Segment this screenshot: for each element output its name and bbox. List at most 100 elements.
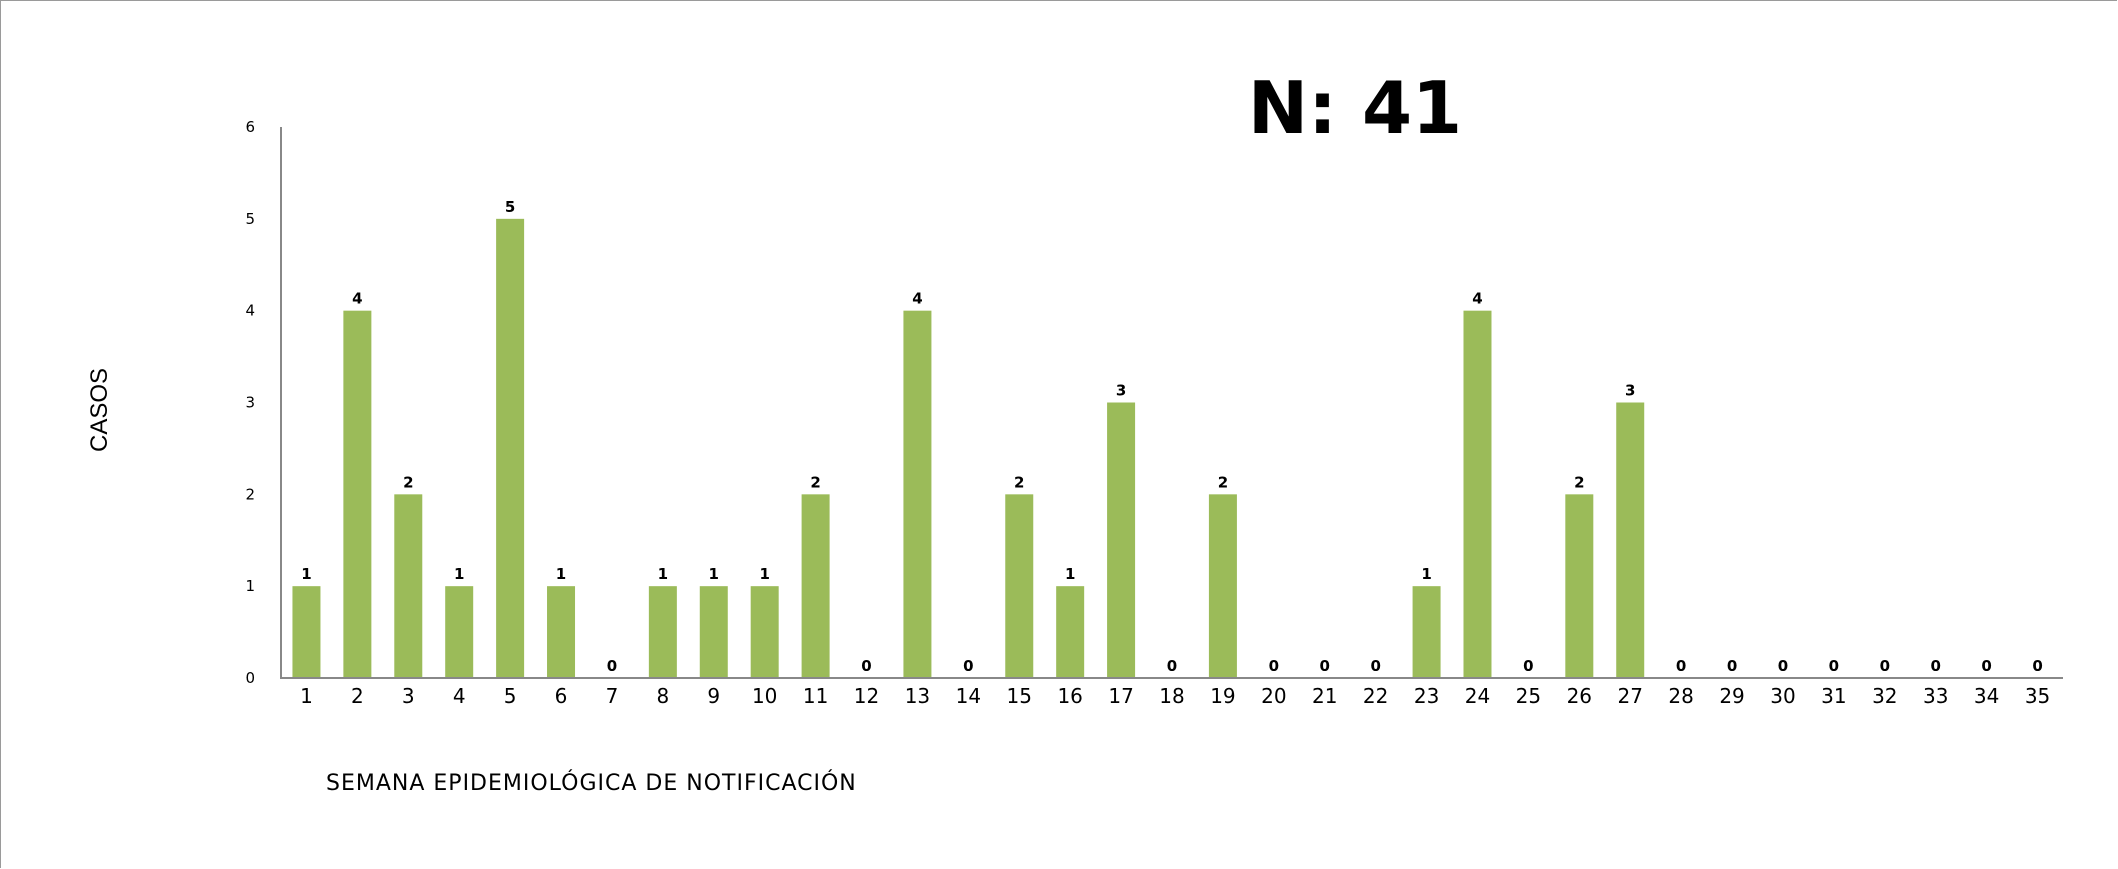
data-label: 1 [1421,565,1431,583]
data-label: 0 [1676,657,1686,675]
data-label: 3 [1116,382,1126,400]
x-tick-label: 19 [1210,684,1235,708]
x-tick-label: 6 [555,684,568,708]
data-label: 5 [505,198,515,216]
bar [496,218,525,679]
x-tick-label: 14 [956,684,981,708]
x-tick-label: 3 [402,684,415,708]
x-tick-label: 9 [707,684,720,708]
x-tick-label: 7 [606,684,619,708]
data-label: 1 [709,565,719,583]
y-tick-label: 1 [245,577,255,595]
data-label: 2 [1218,473,1228,491]
x-tick-label: 31 [1821,684,1846,708]
y-tick-label: 2 [245,485,255,503]
bar [750,586,779,678]
x-tick-label: 4 [453,684,466,708]
data-label: 0 [1829,657,1839,675]
data-label: 0 [2032,657,2042,675]
bar [1005,494,1034,678]
data-label: 3 [1625,382,1635,400]
y-axis-title: CASOS [86,368,113,452]
y-tick-label: 0 [245,669,255,687]
x-tick-label: 2 [351,684,364,708]
x-tick-label: 21 [1312,684,1337,708]
data-label: 0 [1930,657,1940,675]
x-tick-label: 27 [1618,684,1643,708]
bar [1208,494,1237,678]
data-label: 0 [1523,657,1533,675]
x-tick-label: 25 [1516,684,1541,708]
data-label: 2 [1574,473,1584,491]
x-tick-label: 17 [1108,684,1133,708]
data-label: 0 [963,657,973,675]
x-tick-label: 8 [656,684,669,708]
x-tick-label: 33 [1923,684,1948,708]
x-tick-label: 18 [1159,684,1184,708]
data-label: 4 [912,290,922,308]
bar [1463,310,1492,678]
x-tick-label: 30 [1770,684,1795,708]
x-tick-label: 20 [1261,684,1286,708]
data-label: 4 [352,290,362,308]
bar [648,586,677,678]
bar [1107,402,1136,678]
bar [801,494,830,678]
x-tick-labels: 1 2 3 4 5 6 7 8 9 10 11 12 13 14 15 16 17 18 19 20 21 22 23 24 2… [300,684,2050,708]
x-tick-label: 15 [1007,684,1032,708]
x-tick-label: 10 [752,684,777,708]
x-tick-label: 35 [2025,684,2050,708]
bars [292,218,1645,679]
data-label: 0 [1167,657,1177,675]
bar [1412,586,1441,678]
x-tick-label: 26 [1567,684,1592,708]
bar [547,586,576,678]
y-tick-label: 6 [245,118,255,136]
x-tick-label: 29 [1719,684,1744,708]
x-axis-title: SEMANA EPIDEMIOLÓGICA DE NOTIFICACIÓN [326,770,857,796]
y-tick-label: 5 [245,210,255,228]
chart-title: N: 41 [1248,66,1462,150]
x-tick-label: 22 [1363,684,1388,708]
y-tick-labels: 0 1 2 3 4 5 6 [245,118,255,687]
data-label: 0 [1981,657,1991,675]
bar [394,494,423,678]
y-tick-label: 3 [245,394,255,412]
data-labels: 1 4 2 1 5 1 0 1 1 1 2 0 4 0 2 1 3 0 2 0 0 0 1 4 0 2 3 0 0 0 0 0 0 0 0 [301,198,2043,675]
y-tick-label: 4 [245,302,255,320]
data-label: 0 [1880,657,1890,675]
data-label: 1 [454,565,464,583]
data-label: 0 [1320,657,1330,675]
data-label: 0 [1727,657,1737,675]
x-tick-label: 28 [1668,684,1693,708]
data-label: 4 [1472,290,1482,308]
data-label: 1 [658,565,668,583]
x-tick-label: 1 [300,684,313,708]
x-tick-label: 34 [1974,684,1999,708]
data-label: 2 [810,473,820,491]
bar [1616,402,1645,678]
data-label: 1 [759,565,769,583]
data-label: 0 [1778,657,1788,675]
bar [445,586,474,678]
x-tick-label: 16 [1057,684,1082,708]
data-label: 2 [1014,473,1024,491]
x-tick-label: 11 [803,684,828,708]
bar [292,586,321,678]
bar [699,586,728,678]
bar [343,310,372,678]
x-tick-label: 5 [504,684,517,708]
data-label: 1 [556,565,566,583]
x-tick-label: 12 [854,684,879,708]
data-label: 1 [1065,565,1075,583]
data-label: 2 [403,473,413,491]
data-label: 0 [861,657,871,675]
data-label: 0 [1370,657,1380,675]
data-label: 1 [301,565,311,583]
x-tick-label: 32 [1872,684,1897,708]
bar [1565,494,1594,678]
x-tick-label: 23 [1414,684,1439,708]
data-label: 0 [607,657,617,675]
